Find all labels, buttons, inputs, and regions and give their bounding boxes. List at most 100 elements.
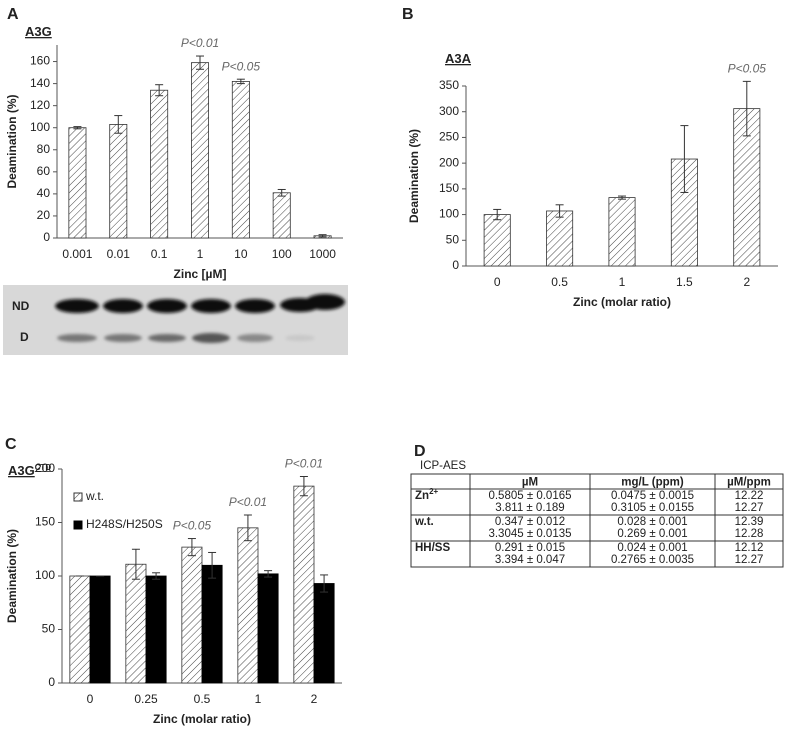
bar [313,583,335,684]
table-cell: 12.27 [735,554,764,566]
table-header: µM [522,477,538,489]
y-tick-label: 160 [30,54,50,68]
y-tick-label: 250 [439,130,459,144]
table-cell: 0.024 ± 0.001 [617,542,687,554]
bar [69,575,91,684]
chart-title: A3G [25,24,52,39]
error-bar [73,126,82,130]
y-tick-label: 60 [37,164,51,178]
table-cell: 12.28 [735,528,764,540]
error-bar [318,234,327,238]
x-tick-label: 0.5 [194,692,211,706]
table-cell: 0.028 ± 0.001 [617,516,687,528]
table-cell: 3.811 ± 0.189 [495,502,564,514]
error-bar [277,188,286,197]
error-bar [264,570,273,578]
bar [191,62,209,239]
x-axis-label: Zinc (molar ratio) [153,712,251,726]
table-cell: 12.27 [735,502,764,514]
x-tick-label: 0.001 [62,247,92,261]
bar [231,80,250,239]
bar [201,564,223,684]
table-cell: 0.347 ± 0.012 [495,516,565,528]
chart-title-main: A3G [8,463,35,478]
error-bar [131,548,140,580]
error-bar [742,80,751,137]
table-row-label-sup: 2+ [429,487,438,496]
bar [293,485,315,684]
y-tick-label: 40 [37,186,51,200]
error-bar [243,514,252,542]
x-tick-label: 2 [311,692,318,706]
bar [145,575,167,684]
y-tick-label: 50 [42,622,56,636]
x-tick-label: 0 [87,692,94,706]
panel-label: C [5,436,17,453]
legend-label: H248S/H250S [86,517,163,531]
legend-swatch [73,492,83,502]
error-bar [299,475,308,497]
y-tick-label: 150 [35,515,55,529]
table-cell: 0.5805 ± 0.0165 [488,490,571,502]
y-tick-label: 100 [439,207,459,221]
y-tick-label: 0 [452,258,459,272]
annotation: P<0.01 [285,457,323,471]
y-tick-label: 100 [35,568,55,582]
y-tick-label: 300 [439,104,459,118]
annotation: P<0.05 [728,62,767,76]
x-tick-label: 1 [255,692,262,706]
gel-label: ND [12,299,30,313]
table-row-label: HH/SS [415,542,450,554]
error-bar [618,195,626,200]
gel-image [3,285,348,355]
table-cell: 0.2765 ± 0.0035 [611,554,694,566]
annotation: P<0.01 [229,495,267,509]
error-bar [680,125,689,193]
y-tick-label: 140 [30,76,50,90]
panel-label: B [402,6,414,23]
legend-swatch [73,520,83,530]
table-cell: 0.291 ± 0.015 [495,542,565,554]
bar [109,124,128,239]
bar [257,573,279,684]
error-bar [152,572,161,580]
y-tick-label: 20 [37,208,51,222]
y-tick-label: 0 [43,230,50,244]
y-tick-label: 120 [30,98,50,112]
x-tick-label: 100 [272,247,292,261]
table-cell: 0.0475 ± 0.0015 [611,490,694,502]
chart-title: A3A [445,51,472,66]
x-tick-label: 1 [619,275,626,289]
table-row-label-main: Zn [415,490,429,502]
bar [608,197,636,267]
x-tick-label: 10 [234,247,248,261]
x-tick-label: 1 [197,247,204,261]
table-cell: 12.22 [735,490,764,502]
panel-label: A [7,6,19,23]
x-axis-label: Zinc [µM] [174,267,227,281]
table-row-label-main: HH/SS [415,542,450,554]
table-cell: 3.394 ± 0.047 [495,554,565,566]
y-tick-label: 200 [35,461,55,475]
table-header: mg/L (ppm) [621,477,684,489]
bar [483,214,511,267]
y-axis-label: Deamination (%) [5,529,19,623]
error-bar [320,574,329,593]
x-tick-label: 0.5 [551,275,568,289]
error-bar [187,538,196,557]
x-tick-label: 0.25 [134,692,158,706]
table-row-label: Zn2+ [415,487,439,502]
annotation: P<0.05 [222,59,261,73]
annotation: P<0.01 [181,36,219,50]
table-cell: 0.3105 ± 0.0155 [611,502,694,514]
x-tick-label: 1.5 [676,275,693,289]
panel-label: D [414,443,426,460]
table-cell: 12.12 [735,542,764,554]
bar [68,127,87,239]
legend-label: w.t. [85,489,104,503]
annotation: P<0.05 [173,519,212,533]
bar [125,563,147,684]
x-tick-label: 0.1 [151,247,168,261]
bar [181,546,203,684]
